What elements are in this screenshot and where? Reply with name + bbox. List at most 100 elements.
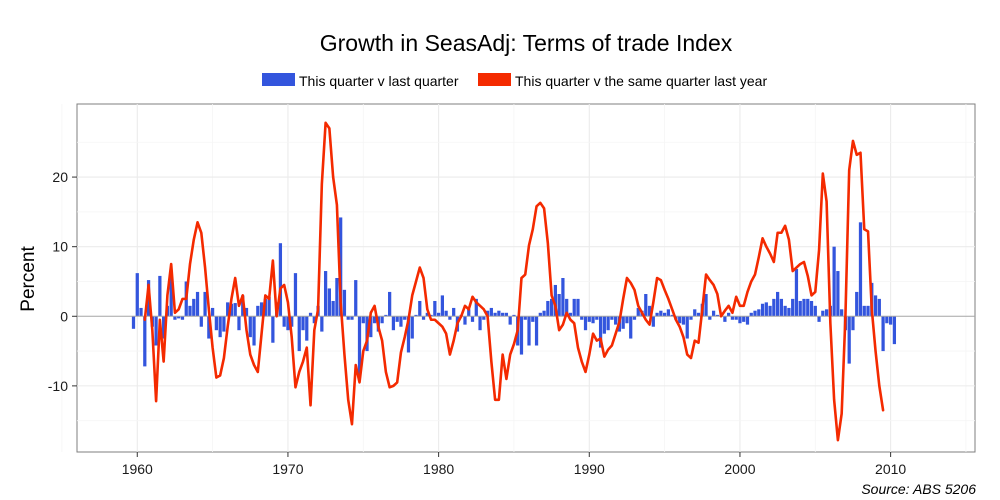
bar [711, 310, 716, 317]
bar [293, 273, 298, 317]
bar [723, 316, 727, 322]
bar [866, 305, 870, 317]
bar [889, 316, 893, 325]
bar [708, 316, 712, 320]
bar [162, 316, 166, 339]
bar [233, 303, 237, 317]
bar [651, 316, 655, 327]
bar [440, 295, 444, 317]
bar [357, 316, 362, 378]
bar [195, 291, 200, 317]
bar [681, 316, 686, 325]
bar [485, 310, 490, 317]
bar [760, 303, 765, 317]
bar [297, 316, 301, 352]
bar [531, 316, 535, 322]
bar [764, 302, 768, 317]
bar [689, 316, 693, 320]
bar [173, 316, 177, 320]
bar [817, 316, 821, 322]
bar [467, 309, 471, 317]
bar [776, 291, 780, 317]
bar [482, 316, 486, 320]
bar [433, 300, 437, 317]
bar [399, 316, 403, 327]
bar [361, 316, 365, 324]
legend-item-quarterly: This quarter v last quarter [262, 73, 459, 89]
bar [885, 316, 889, 324]
x-axis: 1960 1970 1980 1990 2000 2010 [122, 452, 906, 477]
bar [572, 298, 576, 317]
series-line-annual-growth [143, 121, 885, 442]
bar [598, 316, 603, 348]
chart-title: Growth in SeasAdj: Terms of trade Index [320, 30, 733, 56]
bar [553, 284, 557, 317]
bar [802, 298, 806, 317]
bar [372, 316, 377, 324]
bar [549, 298, 554, 317]
legend-swatch-quarterly [262, 73, 295, 86]
bar [444, 310, 448, 317]
bar [425, 312, 429, 317]
bar [519, 316, 524, 355]
bar [591, 316, 595, 324]
bar [851, 316, 855, 331]
bar [308, 312, 313, 317]
bar [663, 312, 667, 317]
bar [339, 217, 343, 317]
bar [218, 316, 222, 338]
bar [666, 309, 670, 317]
y-tick-label: 20 [52, 169, 68, 185]
bar [565, 298, 569, 317]
bar [410, 316, 414, 339]
bar [629, 316, 633, 339]
bar [414, 314, 418, 317]
bar [734, 316, 738, 320]
bar [177, 316, 181, 319]
bar [862, 305, 866, 317]
bar [244, 307, 249, 317]
bar [647, 305, 652, 317]
bar [388, 291, 392, 317]
bar [542, 310, 546, 317]
bar [335, 278, 339, 317]
bar [252, 316, 256, 346]
x-tick-label: 2000 [724, 461, 755, 477]
bar [327, 288, 331, 317]
bar [452, 307, 456, 317]
x-tick-label: 2010 [875, 461, 906, 477]
bar [655, 312, 659, 317]
bar [403, 316, 407, 320]
legend-item-annual: This quarter v the same quarter last yea… [478, 73, 767, 89]
bar [523, 316, 527, 320]
bar [226, 302, 230, 317]
bar [791, 298, 795, 317]
bar [470, 316, 475, 322]
line-series [143, 121, 885, 442]
bar [406, 316, 411, 353]
bar [271, 316, 275, 343]
bar [489, 307, 493, 317]
grid [61, 104, 975, 452]
bar [301, 316, 305, 331]
bar [369, 316, 373, 338]
bar [738, 316, 742, 324]
bar [305, 316, 309, 341]
y-axis-title: Percent [18, 246, 39, 312]
bar [391, 316, 396, 331]
bar [576, 298, 580, 317]
bar [632, 316, 637, 320]
bar [342, 289, 347, 317]
bar [158, 275, 162, 317]
bar [192, 298, 196, 317]
bar [727, 312, 731, 317]
bar [858, 222, 863, 317]
y-tick-label: 10 [52, 239, 68, 255]
bar [715, 314, 719, 317]
bar [606, 316, 610, 331]
bar [824, 309, 829, 317]
bar [753, 310, 757, 317]
bar [534, 316, 539, 346]
bar [214, 316, 218, 331]
bar [847, 316, 851, 364]
